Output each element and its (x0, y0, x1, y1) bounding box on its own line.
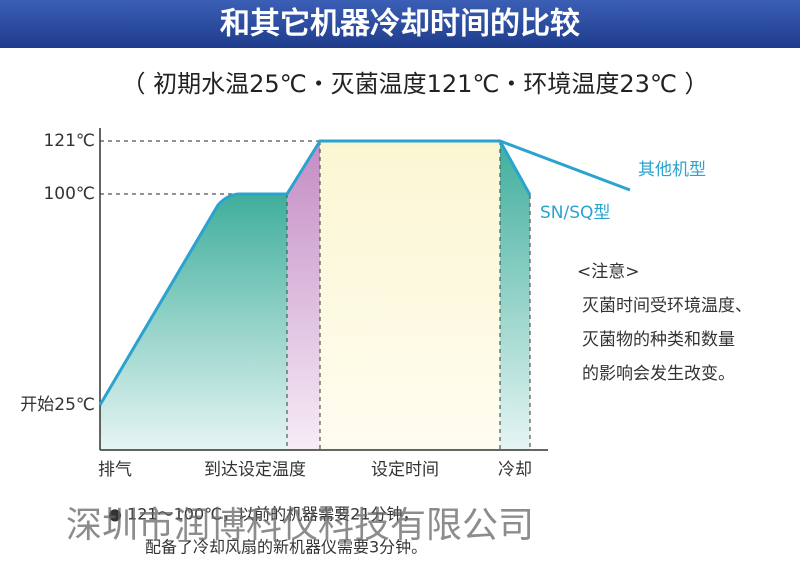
watermark: 深圳市润博科仪科技有限公司 (66, 505, 534, 546)
y-label: 121℃ (43, 131, 95, 151)
note-line: 灭菌物的种类和数量 (582, 330, 735, 350)
y-label: 100℃ (43, 184, 95, 204)
heat-area (100, 194, 287, 450)
hold-area (320, 141, 500, 450)
title: 和其它机器冷却时间的比较 (220, 7, 580, 42)
footnote: ● 121～100℃，以前的机器需要21分钟， (108, 505, 418, 524)
sn-curve (498, 140, 532, 196)
curve-label: 其他机型 (638, 160, 706, 180)
note-heading: <注意> (577, 262, 640, 282)
note-line: 的影响会发生改变。 (582, 364, 735, 384)
other-curve (98, 139, 631, 406)
curve-label: SN/SQ型 (540, 203, 610, 223)
footnote: 配备了冷却风扇的新机器仪需要3分钟。 (145, 538, 427, 557)
phase-label: 设定时间 (371, 460, 439, 480)
cool-area (500, 141, 530, 450)
subtitle: （ 初期水温25℃・灭菌温度121℃・环境温度23℃ ） (121, 70, 708, 98)
title-banner (0, 0, 800, 48)
phase-label: 排气 (98, 460, 132, 480)
note-line: 灭菌时间受环境温度、 (582, 296, 752, 316)
y-label: 开始25℃ (20, 395, 95, 415)
phase-label: 到达设定温度 (204, 460, 306, 480)
rise-area (287, 141, 320, 450)
phase-label: 冷却 (498, 460, 532, 480)
